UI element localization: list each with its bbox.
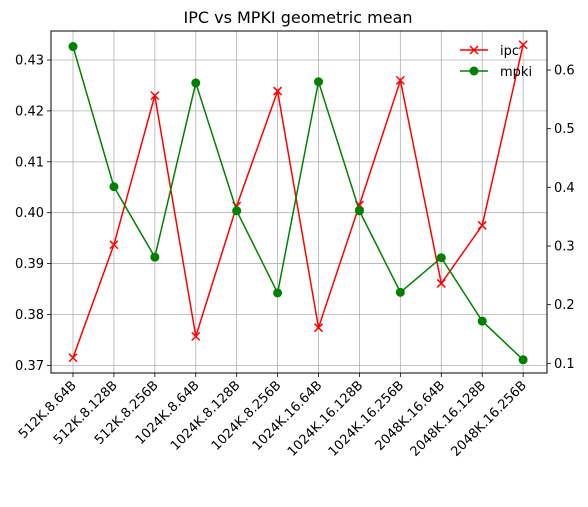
- ipc-point: [150, 91, 160, 101]
- mpki-point: [518, 355, 528, 365]
- y-left-tick-label: 0.43: [15, 54, 44, 69]
- ipc-point: [68, 353, 78, 363]
- mpki-point: [395, 287, 405, 297]
- y-left-tick-label: 0.40: [15, 206, 44, 221]
- mpki-point: [191, 78, 201, 88]
- ipc-point: [313, 323, 324, 333]
- y-left-tick-label: 0.38: [15, 308, 44, 323]
- chart-title: IPC vs MPKI geometric mean: [183, 8, 412, 27]
- mpki-point: [232, 206, 242, 216]
- ipc-point: [273, 86, 283, 96]
- y-left-tick-label: 0.42: [15, 104, 44, 119]
- series-layer: [68, 40, 528, 365]
- mpki-point: [354, 206, 364, 216]
- y-right-tick-label: 0.5: [554, 122, 575, 137]
- mpki-point: [314, 77, 324, 87]
- y-right-tick-label: 0.4: [554, 181, 575, 196]
- mpki-point: [68, 42, 78, 52]
- y-left-tick-label: 0.41: [15, 155, 44, 170]
- ipc-point: [477, 220, 487, 230]
- ipc-line: [72, 44, 524, 358]
- ipc-point: [436, 278, 446, 288]
- mpki-point: [273, 288, 283, 298]
- ipc-point: [518, 40, 528, 50]
- y-right-tick-label: 0.6: [554, 64, 575, 79]
- legend: ipc mpki: [460, 44, 532, 80]
- mpki-point: [150, 252, 160, 262]
- y-right-tick-label: 0.1: [554, 357, 575, 372]
- y-right-tick-label: 0.3: [554, 239, 575, 254]
- y-axis-left: 0.37 0.38 0.39 0.40 0.41 0.42 0.43: [15, 54, 51, 374]
- y-right-tick-label: 0.2: [554, 298, 575, 313]
- y-left-tick-label: 0.37: [15, 359, 44, 374]
- mpki-point: [436, 253, 446, 263]
- legend-mpki-marker: [469, 66, 479, 76]
- legend-ipc-label: ipc: [500, 44, 519, 59]
- grid: [51, 31, 547, 373]
- mpki-line: [72, 46, 524, 361]
- y-left-tick-label: 0.39: [15, 257, 44, 272]
- ipc-point: [109, 240, 119, 250]
- plot-frame: [50, 30, 548, 374]
- mpki-point: [477, 316, 487, 326]
- ipc-point: [191, 331, 201, 341]
- ipc-point: [395, 75, 405, 85]
- mpki-point: [109, 182, 119, 192]
- y-axis-right: 0.1 0.2 0.3 0.4 0.5 0.6: [547, 64, 575, 372]
- legend-mpki-label: mpki: [500, 65, 532, 80]
- legend-ipc-marker: [469, 45, 479, 55]
